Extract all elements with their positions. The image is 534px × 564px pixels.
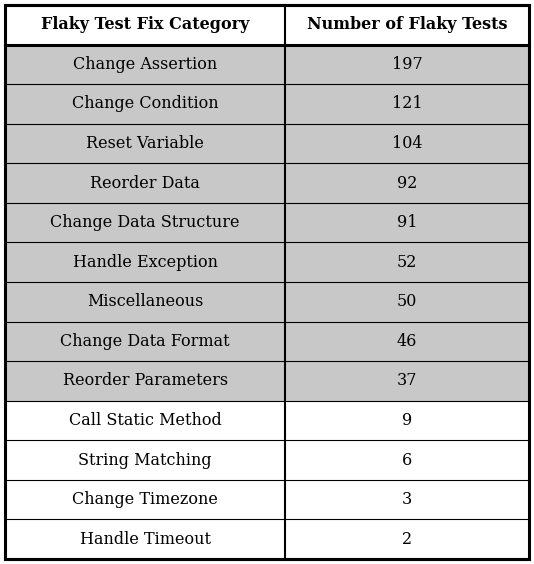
Text: Reorder Parameters: Reorder Parameters	[62, 372, 227, 389]
Text: 37: 37	[397, 372, 418, 389]
Text: Number of Flaky Tests: Number of Flaky Tests	[307, 16, 507, 33]
Text: Change Condition: Change Condition	[72, 95, 218, 112]
Text: Call Static Method: Call Static Method	[69, 412, 222, 429]
Bar	[5, 45, 529, 84]
Text: Reset Variable: Reset Variable	[86, 135, 204, 152]
Text: Reorder Data: Reorder Data	[90, 175, 200, 192]
Bar	[5, 400, 529, 440]
Bar	[5, 243, 529, 282]
Bar	[5, 5, 529, 45]
Text: 92: 92	[397, 175, 418, 192]
Text: 121: 121	[392, 95, 422, 112]
Bar	[5, 480, 529, 519]
Bar	[5, 84, 529, 124]
Text: 50: 50	[397, 293, 418, 310]
Bar	[5, 124, 529, 164]
Text: String Matching: String Matching	[78, 452, 212, 469]
Text: Handle Timeout: Handle Timeout	[80, 531, 211, 548]
Text: 52: 52	[397, 254, 418, 271]
Text: 3: 3	[402, 491, 412, 508]
Text: 2: 2	[402, 531, 412, 548]
Text: Change Data Structure: Change Data Structure	[50, 214, 240, 231]
Text: 91: 91	[397, 214, 418, 231]
Bar	[5, 440, 529, 480]
Bar	[5, 519, 529, 559]
Text: Handle Exception: Handle Exception	[73, 254, 218, 271]
Text: Miscellaneous: Miscellaneous	[87, 293, 203, 310]
Text: Change Data Format: Change Data Format	[60, 333, 230, 350]
Bar	[5, 203, 529, 243]
Text: 104: 104	[392, 135, 422, 152]
Text: 197: 197	[392, 56, 422, 73]
Bar	[5, 321, 529, 361]
Bar	[5, 361, 529, 400]
Text: 9: 9	[402, 412, 412, 429]
Text: Change Assertion: Change Assertion	[73, 56, 217, 73]
Bar	[5, 164, 529, 203]
Text: Flaky Test Fix Category: Flaky Test Fix Category	[41, 16, 249, 33]
Text: Change Timezone: Change Timezone	[72, 491, 218, 508]
Text: 46: 46	[397, 333, 418, 350]
Bar	[5, 282, 529, 321]
Text: 6: 6	[402, 452, 412, 469]
